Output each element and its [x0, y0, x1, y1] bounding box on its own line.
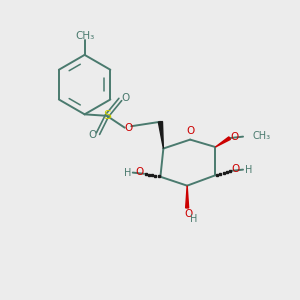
- Polygon shape: [186, 186, 189, 208]
- Text: O: O: [184, 209, 192, 220]
- Text: O: O: [135, 167, 143, 177]
- Text: CH₃: CH₃: [253, 131, 271, 141]
- Text: O: O: [122, 93, 130, 103]
- Text: O: O: [232, 164, 240, 174]
- Text: O: O: [230, 132, 238, 142]
- Text: O: O: [124, 123, 132, 133]
- Text: H: H: [190, 214, 197, 224]
- Text: S: S: [103, 109, 111, 122]
- Text: O: O: [186, 126, 194, 136]
- Text: H: H: [245, 165, 253, 175]
- Text: H: H: [124, 168, 131, 178]
- Text: CH₃: CH₃: [75, 31, 94, 40]
- Polygon shape: [215, 137, 230, 147]
- Text: O: O: [88, 130, 97, 140]
- Polygon shape: [158, 122, 164, 148]
